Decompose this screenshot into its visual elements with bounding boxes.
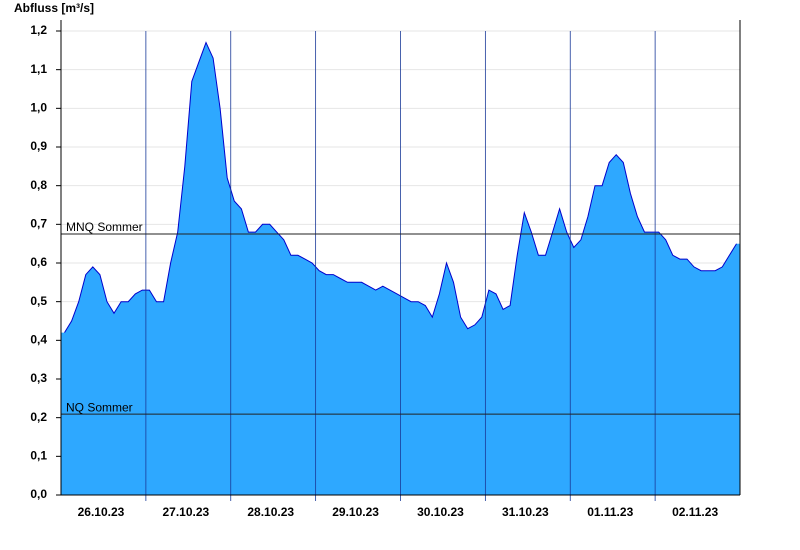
x-tick-label: 30.10.23 [417, 505, 464, 519]
y-tick-label: 0,1 [30, 449, 47, 463]
y-tick-label: 0,3 [30, 371, 47, 385]
y-tick-label: 0,5 [30, 294, 47, 308]
reference-label: MNQ Sommer [66, 220, 143, 234]
x-tick-label: 26.10.23 [78, 505, 125, 519]
y-tick-label: 0,4 [30, 333, 47, 347]
y-tick-label: 0,9 [30, 139, 47, 153]
y-tick-label: 0,0 [30, 487, 47, 501]
x-tick-label: 02.11.23 [672, 505, 718, 519]
y-tick-label: 0,8 [30, 178, 47, 192]
x-tick-label: 29.10.23 [332, 505, 379, 519]
reference-label: NQ Sommer [66, 400, 133, 414]
y-tick-label: 1,1 [30, 62, 47, 76]
y-tick-label: 1,2 [30, 23, 47, 37]
y-axis-label: Abfluss [m³/s] [14, 1, 94, 15]
x-tick-label: 01.11.23 [587, 505, 633, 519]
x-tick-label: 31.10.23 [502, 505, 549, 519]
y-tick-label: 0,6 [30, 255, 47, 269]
y-tick-label: 1,0 [30, 101, 47, 115]
x-tick-label: 28.10.23 [247, 505, 294, 519]
y-tick-label: 0,2 [30, 410, 47, 424]
x-tick-label: 27.10.23 [162, 505, 209, 519]
y-tick-label: 0,7 [30, 217, 47, 231]
